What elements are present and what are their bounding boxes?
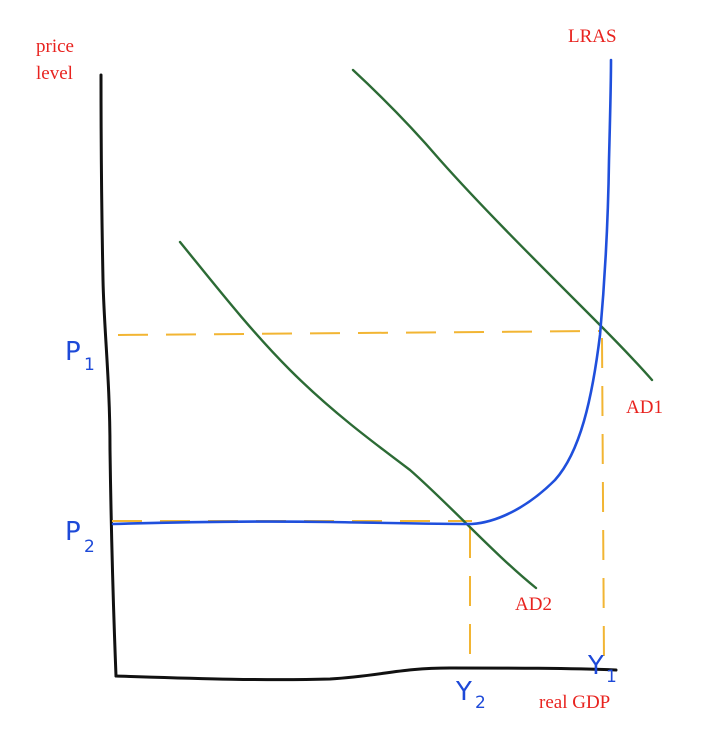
x-axis [114,666,618,682]
ad1-label: AD1 [626,397,663,418]
y1-label: Y 1 [587,651,617,687]
lras-label: LRAS [568,26,617,47]
ad1-curve [351,68,654,382]
p1-guide-line [117,330,601,336]
ad2-label: AD2 [515,594,552,615]
y2-label: Y 2 [455,677,486,713]
supply-curve [111,58,613,526]
y-axis-label-price: price [36,36,74,57]
p1-label: P 1 [65,337,95,375]
p2-label: P 2 [65,517,95,557]
ad2-curve [178,240,538,590]
y-axis-label-level: level [36,63,73,84]
y1-guide-line [601,337,605,663]
y-axis [99,73,118,678]
x-axis-label: real GDP [539,692,610,713]
